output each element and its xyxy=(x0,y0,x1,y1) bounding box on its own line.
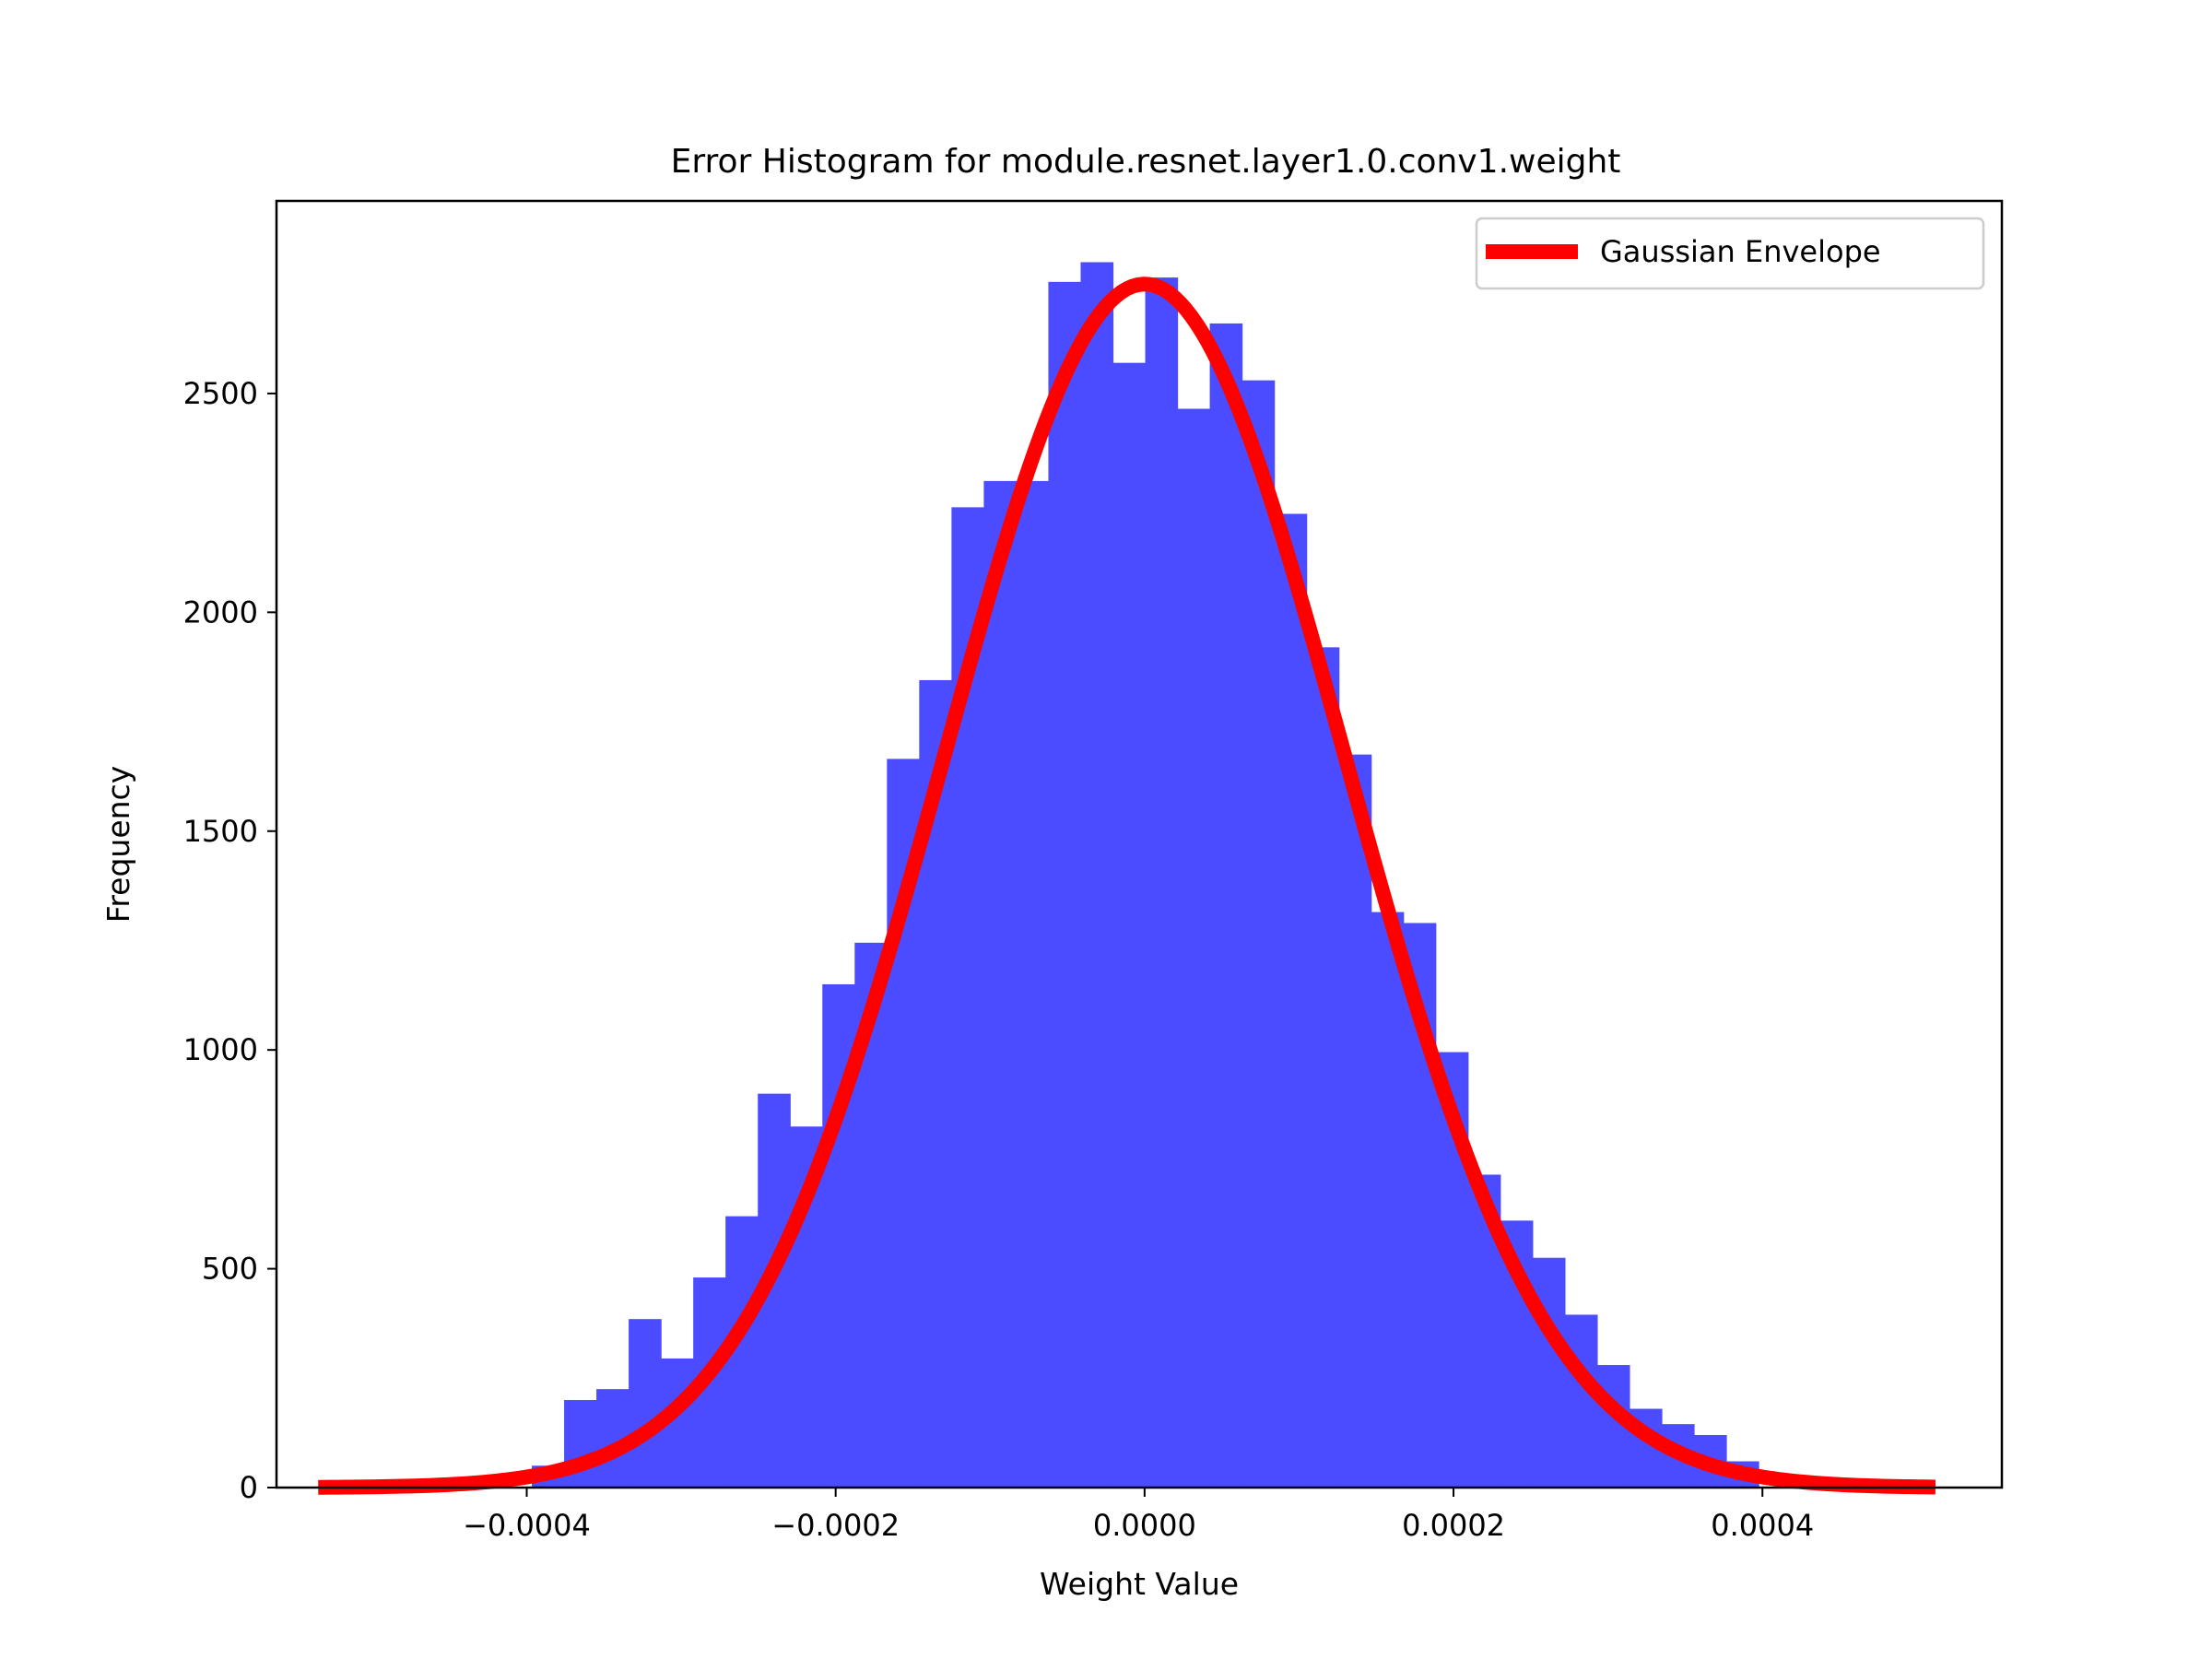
y-tick-label: 2000 xyxy=(183,594,258,629)
x-tick-label: 0.0000 xyxy=(1093,1508,1196,1543)
x-axis-label: Weight Value xyxy=(1040,1566,1239,1602)
histogram-bar xyxy=(1274,513,1308,1488)
x-tick-label: −0.0002 xyxy=(771,1508,900,1543)
legend-box xyxy=(1475,217,1985,290)
histogram-bar xyxy=(1209,323,1243,1488)
plot-area xyxy=(316,262,1938,1495)
histogram-bar xyxy=(1080,262,1114,1488)
y-axis-ticks: 0 500 1000 1500 2000 2500 xyxy=(183,376,276,1505)
histogram-bar xyxy=(1338,754,1372,1488)
histogram-bar xyxy=(1048,281,1082,1488)
axes-frame xyxy=(275,199,2004,1489)
histogram-bar xyxy=(1564,1314,1598,1488)
y-tick-label: 1000 xyxy=(183,1032,258,1067)
chart-title: Error Histogram for module.resnet.layer1… xyxy=(671,143,1621,181)
histogram-bar xyxy=(1532,1257,1566,1488)
histogram-bar xyxy=(1112,362,1147,1488)
x-tick-label: 0.0004 xyxy=(1711,1508,1814,1543)
x-tick-label: 0.0002 xyxy=(1402,1508,1505,1543)
y-tick-label: 2500 xyxy=(183,376,258,411)
x-axis-ticks: −0.0004 −0.0002 0.0000 0.0002 0.0004 xyxy=(463,1488,1814,1543)
histogram-bar xyxy=(629,1319,662,1488)
histogram-bar xyxy=(1145,277,1179,1488)
histogram-bar xyxy=(1177,408,1211,1488)
histogram-bar xyxy=(983,480,1018,1488)
histogram-bar xyxy=(1371,912,1405,1488)
histogram-bar xyxy=(1241,380,1276,1488)
y-tick-label: 1500 xyxy=(183,814,258,849)
legend-label: Gaussian Envelope xyxy=(1600,234,1881,269)
x-tick-label: −0.0004 xyxy=(463,1508,591,1543)
y-tick-label: 0 xyxy=(240,1470,258,1505)
histogram-bar xyxy=(1016,480,1050,1488)
gaussian-envelope-line xyxy=(316,276,1938,1495)
histogram-bar xyxy=(1306,647,1340,1488)
y-tick-label: 500 xyxy=(202,1252,258,1287)
legend: Gaussian Envelope xyxy=(1475,217,1985,290)
y-axis-label: Frequency xyxy=(100,766,136,923)
